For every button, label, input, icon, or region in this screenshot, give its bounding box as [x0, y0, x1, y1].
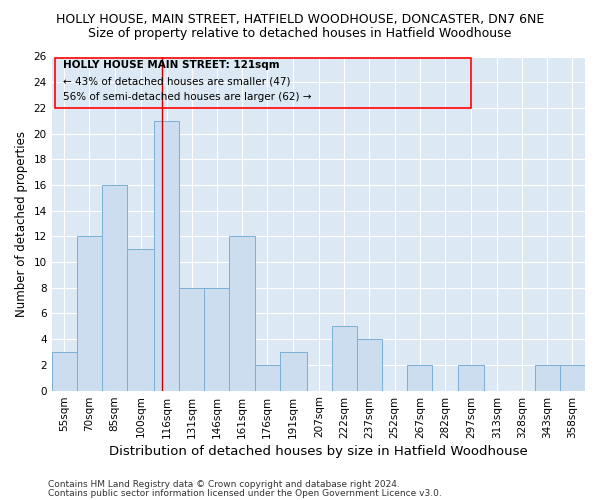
Bar [458, 365, 484, 390]
Bar [154, 120, 179, 390]
Bar [535, 365, 560, 390]
Bar [280, 352, 307, 391]
Y-axis label: Number of detached properties: Number of detached properties [15, 130, 28, 316]
Bar [55, 58, 471, 108]
Text: HOLLY HOUSE MAIN STREET: 121sqm: HOLLY HOUSE MAIN STREET: 121sqm [64, 60, 280, 70]
Text: Size of property relative to detached houses in Hatfield Woodhouse: Size of property relative to detached ho… [88, 28, 512, 40]
Bar [332, 326, 357, 390]
Text: HOLLY HOUSE, MAIN STREET, HATFIELD WOODHOUSE, DONCASTER, DN7 6NE: HOLLY HOUSE, MAIN STREET, HATFIELD WOODH… [56, 12, 544, 26]
Bar [127, 249, 154, 390]
X-axis label: Distribution of detached houses by size in Hatfield Woodhouse: Distribution of detached houses by size … [109, 444, 528, 458]
Bar [204, 288, 229, 390]
Bar [52, 352, 77, 391]
Bar [77, 236, 102, 390]
Text: Contains public sector information licensed under the Open Government Licence v3: Contains public sector information licen… [48, 488, 442, 498]
Bar [560, 365, 585, 390]
Text: Contains HM Land Registry data © Crown copyright and database right 2024.: Contains HM Land Registry data © Crown c… [48, 480, 400, 489]
Text: ← 43% of detached houses are smaller (47): ← 43% of detached houses are smaller (47… [64, 76, 291, 86]
Bar [407, 365, 433, 390]
Text: 56% of semi-detached houses are larger (62) →: 56% of semi-detached houses are larger (… [64, 92, 312, 102]
Bar [254, 365, 280, 390]
Bar [229, 236, 254, 390]
Bar [102, 185, 127, 390]
Bar [179, 288, 204, 390]
Bar [357, 339, 382, 390]
